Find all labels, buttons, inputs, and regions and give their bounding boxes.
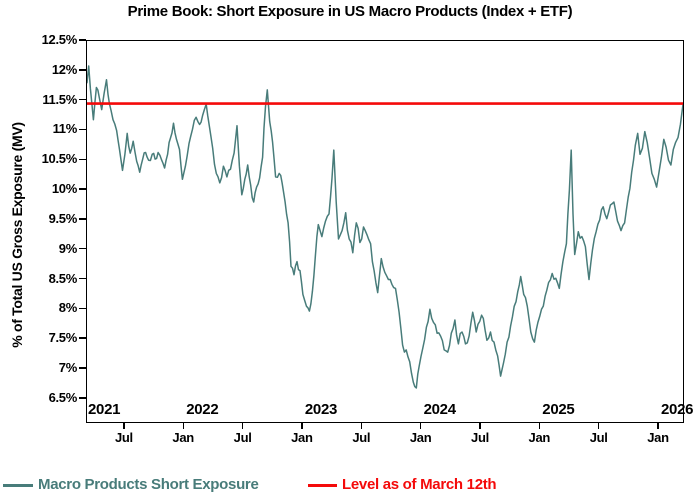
x-tick-mark (419, 423, 422, 429)
y-tick-label: 10.5% (41, 151, 78, 167)
series-legend-swatch (3, 484, 33, 487)
x-tick-label: Jan (528, 430, 551, 445)
x-tick-label: Jul (352, 430, 371, 445)
chart-title: Prime Book: Short Exposure in US Macro P… (127, 3, 573, 20)
x-tick-label: Jul (471, 430, 489, 445)
x-tick-label: Jan (172, 430, 194, 445)
x-tick-mark (182, 423, 184, 429)
x-tick-mark (479, 423, 481, 429)
y-tick-mark (79, 128, 86, 131)
x-tick-label: Jul (589, 430, 608, 445)
y-tick-mark (79, 307, 86, 310)
short-exposure-line (87, 65, 683, 389)
y-tick-label: 6.5% (48, 389, 78, 405)
y-tick-mark (79, 158, 86, 160)
x-tick-mark (301, 423, 303, 429)
series-svg (87, 65, 683, 389)
x-tick-mark (360, 423, 362, 429)
y-tick-mark (79, 337, 86, 339)
y-tick-label: 8.5% (48, 270, 78, 286)
y-tick-mark (79, 367, 86, 369)
y-tick-mark (79, 277, 86, 280)
legend: Macro Products Short Exposure Level as o… (0, 475, 700, 500)
y-tick-label: 11% (52, 121, 78, 137)
year-label: 2021 (88, 401, 121, 418)
level-legend-label: Level as of March 12th (342, 476, 497, 493)
y-tick-label: 11.5% (42, 91, 77, 107)
year-label: 2025 (542, 401, 575, 418)
y-tick-label: 12.5% (41, 32, 78, 47)
y-tick-mark (79, 69, 86, 71)
x-tick-label: Jan (647, 430, 669, 445)
year-label: 2023 (304, 401, 338, 418)
year-label: 2022 (186, 401, 219, 418)
x-tick-label: Jul (114, 430, 133, 445)
y-tick-label: 9% (58, 240, 78, 256)
y-tick-label: 7% (58, 359, 78, 375)
x-tick-mark (123, 423, 125, 429)
y-tick-mark (79, 247, 86, 250)
y-tick-label: 8% (58, 300, 78, 316)
x-tick-mark (241, 423, 244, 429)
year-label: 2026 (661, 401, 694, 418)
x-tick-label: Jul (233, 430, 252, 445)
x-tick-label: Jan (409, 430, 432, 445)
x-tick-mark (597, 423, 600, 429)
y-tick-label: 12% (51, 61, 77, 77)
level-legend-swatch (308, 484, 337, 487)
y-tick-label: 9.5% (48, 210, 78, 226)
x-tick-label: Jan (291, 430, 313, 445)
series-legend-label: Macro Products Short Exposure (38, 476, 259, 493)
x-tick-mark (538, 423, 541, 429)
year-label: 2024 (423, 401, 456, 418)
y-tick-mark (79, 188, 86, 190)
y-tick-mark (79, 39, 86, 41)
y-tick-mark (79, 98, 86, 101)
y-tick-mark (79, 397, 86, 399)
y-tick-mark (79, 218, 86, 220)
plot-area (86, 40, 684, 423)
y-tick-label: 7.5% (48, 330, 78, 346)
y-tick-label: 10% (51, 181, 77, 197)
x-tick-mark (657, 423, 659, 429)
